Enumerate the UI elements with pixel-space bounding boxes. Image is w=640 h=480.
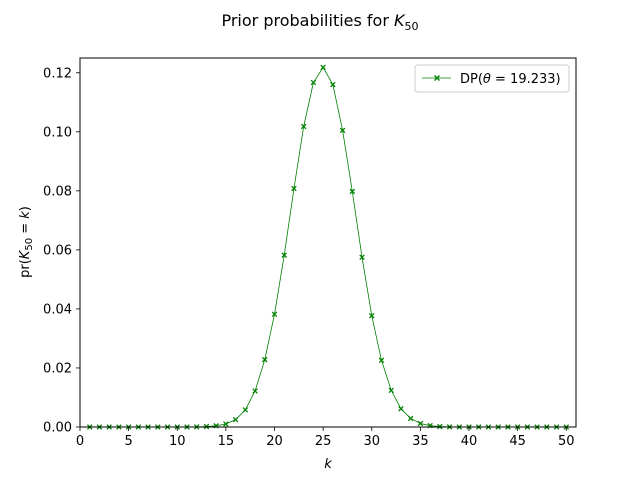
data-point-marker	[407, 415, 414, 422]
data-point-marker	[223, 421, 229, 427]
y-tick-label: 0.10	[43, 125, 72, 140]
x-tick-label: 40	[461, 434, 478, 449]
data-point-marker	[349, 188, 356, 195]
x-tick-label: 35	[412, 434, 429, 449]
data-point-marker	[388, 387, 394, 394]
y-axis-label: pr(K50 = k)	[18, 206, 35, 278]
legend-marker-icon	[434, 75, 440, 81]
data-point-marker	[320, 64, 326, 71]
data-point-marker	[232, 416, 239, 423]
data-point-marker	[330, 81, 336, 88]
y-tick-label: 0.08	[43, 184, 72, 199]
data-point-marker	[300, 123, 307, 130]
x-tick-label: 50	[558, 434, 575, 449]
x-tick-label: 15	[218, 434, 235, 449]
y-tick-label: 0.06	[43, 243, 72, 258]
series-line	[89, 66, 567, 428]
y-tick-label: 0.12	[43, 66, 72, 81]
data-point-marker	[310, 79, 317, 86]
legend-box	[414, 64, 570, 93]
y-tick-label: 0.04	[43, 302, 72, 317]
data-point-marker	[378, 357, 385, 364]
legend: DP(θ = 19.233)	[414, 64, 570, 93]
x-tick-label: 45	[509, 434, 526, 449]
data-point-marker	[262, 356, 268, 363]
x-tick-label: 10	[169, 434, 186, 449]
data-point-marker	[281, 252, 287, 258]
y-tick-label: 0.02	[43, 361, 72, 376]
x-tick-label: 20	[266, 434, 283, 449]
data-point-marker	[369, 312, 375, 319]
data-point-marker	[417, 420, 424, 427]
x-axis-label: k	[324, 457, 332, 472]
title-var: K	[394, 11, 406, 30]
data-point-marker	[242, 407, 249, 413]
legend-entry-label: DP(θ = 19.233)	[460, 72, 561, 87]
data-point-marker	[252, 388, 258, 394]
x-tick-label: 0	[76, 434, 84, 449]
data-point-marker	[398, 405, 404, 412]
x-tick-label: 25	[315, 434, 332, 449]
data-point-marker	[339, 127, 346, 134]
title-subscript: 50	[405, 20, 419, 33]
data-point-marker	[271, 311, 278, 317]
x-tick-label: 30	[363, 434, 380, 449]
y-tick-label: 0.00	[43, 421, 72, 436]
y-axis: 0.00 0.02 0.04 0.06 0.08 0.10 0.12	[43, 66, 80, 436]
x-tick-label: 5	[124, 434, 132, 449]
x-axis: 0 5 10 15 20 25 30 35 40 45 50	[76, 427, 575, 449]
data-point-marker	[359, 254, 365, 261]
data-point-marker	[291, 185, 297, 192]
chart-title: Prior probabilities for K50	[221, 11, 418, 33]
series-layer	[86, 64, 570, 430]
plot-frame	[79, 57, 577, 428]
